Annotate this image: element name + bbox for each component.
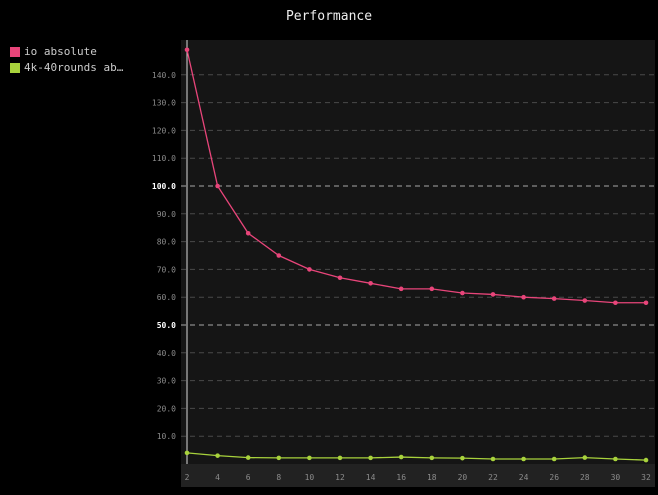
x-tick-label: 8 bbox=[276, 473, 281, 482]
x-tick-label: 28 bbox=[580, 473, 590, 482]
y-tick-label: 130.0 bbox=[152, 99, 176, 108]
data-point-series-0 bbox=[398, 286, 404, 292]
data-point-series-0 bbox=[521, 294, 526, 300]
series-line-1 bbox=[186, 452, 647, 461]
x-tick-label: 14 bbox=[366, 473, 376, 482]
data-point-series-1 bbox=[643, 457, 649, 463]
data-point-series-1 bbox=[613, 456, 618, 462]
y-tick-label: 60.0 bbox=[157, 293, 176, 302]
y-tick-label: 110.0 bbox=[152, 154, 176, 163]
plot-background bbox=[181, 40, 655, 464]
data-point-series-1 bbox=[276, 455, 282, 461]
data-point-series-1 bbox=[245, 455, 251, 460]
x-tick-label: 16 bbox=[396, 473, 406, 482]
data-point-series-1 bbox=[184, 450, 190, 456]
y-tick-label: 80.0 bbox=[157, 238, 176, 247]
series-line-0 bbox=[186, 49, 646, 304]
y-tick-label: 100.0 bbox=[152, 182, 176, 191]
x-tick-label: 6 bbox=[246, 473, 251, 482]
data-point-series-0 bbox=[551, 296, 557, 301]
legend-item-4k-40rounds[interactable]: 4k-40rounds ab… bbox=[10, 60, 123, 76]
x-tick-label: 22 bbox=[488, 473, 498, 482]
data-point-series-0 bbox=[307, 267, 312, 272]
x-tick-label: 10 bbox=[305, 473, 315, 482]
y-tick-label: 140.0 bbox=[152, 71, 176, 80]
data-point-series-0 bbox=[613, 300, 618, 306]
data-point-series-0 bbox=[429, 286, 435, 292]
data-point-series-0 bbox=[368, 281, 373, 286]
data-point-series-0 bbox=[215, 183, 220, 189]
y-tick-label: 30.0 bbox=[157, 377, 176, 386]
x-tick-label: 18 bbox=[427, 473, 437, 482]
x-tick-label: 12 bbox=[335, 473, 345, 482]
legend-item-io-absolute[interactable]: io absolute bbox=[10, 44, 123, 60]
x-tick-label: 4 bbox=[215, 473, 220, 482]
legend-label-4k-40rounds: 4k-40rounds ab… bbox=[24, 61, 124, 74]
x-tick-label: 32 bbox=[641, 473, 651, 482]
data-point-series-1 bbox=[215, 453, 220, 458]
x-tick-label: 24 bbox=[519, 473, 529, 482]
data-point-series-1 bbox=[490, 456, 496, 462]
data-point-series-0 bbox=[337, 275, 343, 281]
data-point-series-0 bbox=[184, 47, 190, 53]
y-tick-label: 90.0 bbox=[157, 210, 176, 219]
x-tick-label: 26 bbox=[549, 473, 559, 482]
data-point-series-1 bbox=[307, 455, 312, 461]
legend: io absolute 4k-40rounds ab… bbox=[10, 44, 123, 76]
data-point-series-1 bbox=[337, 455, 343, 461]
data-point-series-1 bbox=[429, 455, 435, 461]
y-tick-label: 40.0 bbox=[157, 349, 176, 358]
y-tick-label: 50.0 bbox=[157, 321, 176, 330]
y-tick-label: 20.0 bbox=[157, 404, 176, 413]
data-point-series-0 bbox=[643, 300, 649, 306]
x-tick-label: 2 bbox=[185, 473, 190, 482]
chart-title: Performance bbox=[285, 9, 373, 24]
legend-swatch-io-absolute bbox=[10, 47, 20, 57]
data-point-series-0 bbox=[490, 292, 496, 297]
x-tick-label: 30 bbox=[611, 473, 621, 482]
x-tick-label: 20 bbox=[458, 473, 468, 482]
data-point-series-1 bbox=[582, 455, 588, 460]
data-point-series-1 bbox=[368, 455, 373, 461]
data-point-series-1 bbox=[551, 456, 557, 462]
legend-label-io-absolute: io absolute bbox=[24, 45, 97, 58]
data-point-series-0 bbox=[276, 253, 282, 258]
data-point-series-0 bbox=[460, 290, 465, 296]
y-tick-label: 120.0 bbox=[152, 126, 176, 135]
y-tick-label: 70.0 bbox=[157, 265, 176, 274]
y-tick-label: 10.0 bbox=[157, 432, 176, 441]
legend-swatch-4k-40rounds bbox=[10, 63, 20, 73]
data-point-series-0 bbox=[245, 230, 251, 236]
data-point-series-1 bbox=[460, 455, 465, 461]
x-axis-band bbox=[181, 464, 655, 487]
data-point-series-1 bbox=[521, 456, 526, 462]
data-point-series-1 bbox=[398, 454, 404, 460]
data-point-series-0 bbox=[582, 298, 588, 303]
